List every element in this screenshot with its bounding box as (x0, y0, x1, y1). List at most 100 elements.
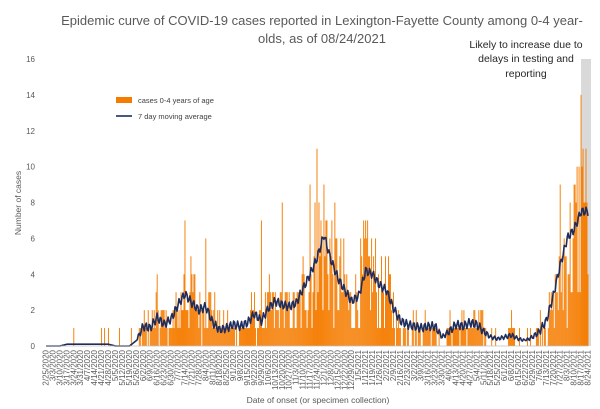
case-bar (537, 328, 539, 346)
case-bar (414, 328, 416, 346)
case-bar (388, 256, 389, 346)
case-bar (558, 256, 560, 346)
case-bar (300, 328, 302, 346)
x-tick-label: 10/13/2020 (271, 349, 280, 390)
case-bar (411, 328, 413, 346)
case-bar (157, 310, 159, 347)
case-bar (365, 220, 367, 346)
case-bar (473, 310, 475, 347)
x-tick-label: 3/23/2021 (431, 349, 440, 385)
x-tick-label: 3/3/2020 (48, 349, 57, 381)
case-bar (377, 328, 379, 346)
x-tick-label: 1/5/2021 (354, 349, 363, 381)
case-bar (191, 274, 193, 346)
case-bar (278, 328, 280, 346)
case-bar (471, 328, 473, 346)
legend: cases 0-4 years of age 7 day moving aver… (116, 96, 214, 121)
case-bar (276, 310, 278, 347)
case-bar (566, 328, 568, 346)
case-bar (305, 310, 307, 347)
reporting-delay-note: Likely to increase due to delays in test… (469, 39, 582, 80)
case-bar (168, 328, 170, 346)
case-bar (336, 238, 338, 347)
case-bar (187, 310, 189, 347)
case-bar (241, 328, 243, 346)
x-tick-label: 8/25/2020 (222, 349, 231, 385)
x-tick-label: 3/10/2020 (55, 349, 64, 385)
x-tick-label: 5/18/2021 (486, 349, 495, 385)
case-bar (169, 328, 171, 346)
case-bar (456, 328, 458, 346)
case-bar (142, 328, 144, 346)
x-tick-label: 3/30/2021 (438, 349, 447, 385)
case-bar (163, 310, 165, 347)
case-bar (429, 328, 431, 346)
x-tick-label: 6/9/2020 (146, 349, 155, 381)
case-bar (245, 328, 246, 346)
case-bar (230, 328, 232, 346)
case-bar (317, 292, 319, 346)
x-tick-label: 5/5/2020 (111, 349, 120, 381)
case-bar (156, 274, 158, 346)
x-tick-label: 6/29/2021 (528, 349, 537, 385)
x-tick-label: 4/6/2021 (445, 349, 454, 381)
x-tick-label: 8/17/2021 (577, 349, 586, 385)
case-bar (362, 274, 364, 346)
case-bar (294, 328, 296, 346)
case-bar (457, 328, 459, 346)
x-tick-label: 10/20/2020 (278, 349, 287, 390)
case-bar (475, 328, 477, 346)
case-bar (263, 328, 265, 346)
case-bar (108, 328, 110, 346)
case-bar (349, 292, 351, 346)
case-bar (381, 256, 382, 346)
case-bar (298, 292, 300, 346)
case-bar (288, 292, 290, 346)
case-bar (264, 292, 266, 346)
case-bar (455, 328, 457, 346)
x-tick-label: 6/15/2021 (514, 349, 523, 385)
case-bar (417, 328, 419, 346)
x-tick-label: 9/1/2020 (229, 349, 238, 381)
case-bar (352, 328, 354, 346)
case-bar (462, 328, 464, 346)
case-bar (562, 310, 564, 347)
x-tick-label: 9/29/2020 (257, 349, 266, 385)
case-bar (266, 292, 268, 346)
x-tick-label: 11/17/2020 (306, 349, 315, 389)
case-bar (374, 274, 376, 346)
legend-line-label: 7 day moving average (138, 112, 212, 121)
y-tick-label: 8 (31, 199, 36, 208)
case-bar (511, 310, 513, 347)
case-bar (406, 328, 408, 346)
case-bar (257, 328, 259, 346)
case-bar (450, 328, 452, 346)
case-bar (453, 328, 455, 346)
x-tick-label: 6/8/2021 (507, 349, 516, 381)
x-axis-label: Date of onset (or specimen collection) (247, 395, 390, 405)
case-bar (337, 310, 339, 347)
case-bar (171, 328, 173, 346)
case-bar (575, 202, 577, 346)
legend-bar-swatch (116, 97, 132, 103)
case-bar (222, 328, 224, 346)
y-tick-label: 0 (31, 342, 36, 351)
x-tick-label: 2/25/2020 (42, 349, 51, 385)
case-bar (239, 328, 241, 346)
x-tick-label: 3/9/2021 (417, 349, 426, 381)
case-bar (310, 274, 312, 346)
case-bar (182, 310, 184, 347)
case-bar (292, 292, 294, 346)
case-bar (243, 328, 245, 346)
case-bar (380, 328, 381, 346)
case-bar (347, 292, 349, 346)
case-bar (454, 328, 456, 346)
case-bar (130, 328, 132, 346)
case-bar (240, 328, 242, 346)
case-bar (335, 238, 337, 347)
case-bar (189, 292, 191, 346)
case-bar (253, 292, 255, 346)
x-tick-label: 6/16/2020 (153, 349, 162, 385)
case-bar (331, 220, 333, 346)
case-bar (355, 274, 357, 346)
